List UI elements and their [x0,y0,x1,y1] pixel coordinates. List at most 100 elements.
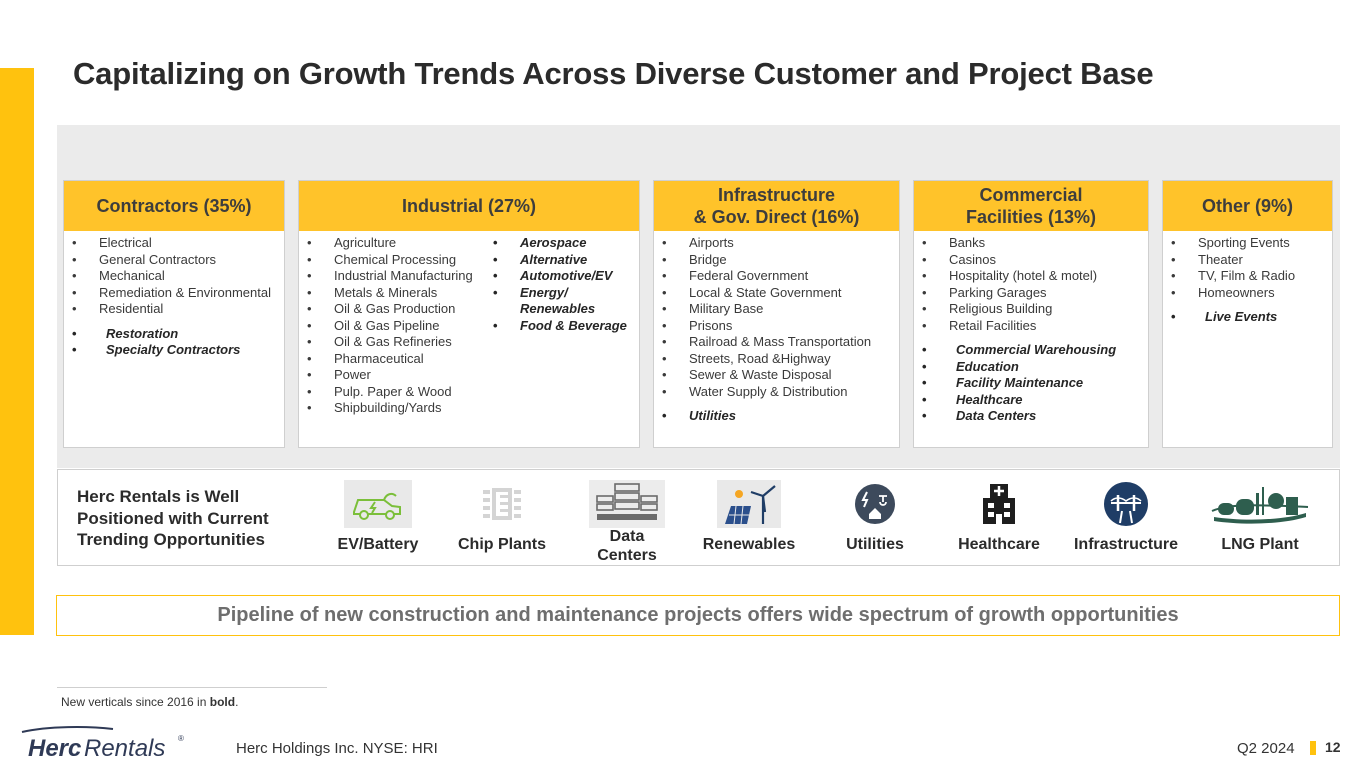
footnote: New verticals since 2016 in bold. [61,695,238,709]
opportunity-label: Renewables [702,536,796,553]
list-item: • Retail Facilities [922,318,1116,335]
bullet-marker: • [922,408,927,423]
bridge-icon [1104,482,1148,526]
opportunity-utilities: Utilities [805,478,945,554]
list-item: • Healthcare [922,392,1116,409]
segment-header: Commercial Facilities (13%) [914,181,1148,231]
list-item: • Theater [1171,252,1295,269]
list-item: • Education [922,359,1116,376]
list-item: • Religious Building [922,301,1116,318]
segment-header-line: Commercial [979,185,1083,205]
list-item-text: Energy/ Renewables [520,284,596,317]
bullet-marker: • [493,268,498,283]
bullet-marker: • [662,350,667,366]
bullet-marker: • [307,251,312,267]
list-item: • Alternative [493,252,633,269]
list-item: • TV, Film & Radio [1171,268,1295,285]
list-item-text: Hospitality (hotel & motel) [949,268,1098,283]
list-item-text: Federal Government [689,268,809,283]
list-item-text: Commercial Warehousing [956,342,1117,357]
bullet-marker: • [662,367,667,382]
list-item-text: Sewer & Waste Disposal [689,367,832,382]
opportunity-label: EV/Battery [337,536,419,553]
list-item: • Oil & Gas Refineries [307,334,493,351]
opportunity-lng-plant: LNG Plant [1190,478,1330,554]
bullet-marker: • [493,284,498,300]
segment-header-line: & Gov. Direct (16%) [693,207,860,227]
list-item-text: Water Supply & Distribution [689,383,848,399]
segment-list: • Airports • Bridge • Federal Government • Loca… [662,235,871,400]
bullet-marker: • [922,235,927,250]
list-item: • Live Events [1171,309,1295,326]
bullet-marker: • [662,301,667,316]
list-item: • Food & Beverage [493,318,633,335]
list-item-text: Streets, Road &Highway [689,350,831,366]
server-icon [589,480,665,528]
list-item-text: Electrical [99,235,152,250]
list-item-text: Chemical Processing [334,251,457,267]
list-item: • Commercial Warehousing [922,342,1116,359]
segment-list: • Electrical • General Contractors • Mechanic… [72,235,271,318]
list-item-text: Oil & Gas Production [334,301,456,316]
segment-header: Contractors (35%) [64,181,284,231]
bullet-marker: • [307,235,312,250]
bullet-marker: • [662,268,667,283]
list-item: • Casinos [922,252,1116,269]
bullet-marker: • [493,317,498,333]
list-item-text: Theater [1198,251,1243,267]
new-verticals-list: • Commercial Warehousing • Education • Facili… [922,342,1116,425]
footnote-divider [57,687,327,688]
list-item-text: Healthcare [956,391,1023,407]
bullet-marker: • [307,367,312,382]
segment-header-line: Infrastructure [717,185,836,205]
bullet-marker: • [662,408,667,423]
opportunity-healthcare: Healthcare [929,478,1069,554]
list-item: • Military Base [662,301,871,318]
bullet-marker: • [922,317,927,333]
footnote-bold: bold [209,695,236,709]
bullet-marker: • [72,301,77,316]
list-item: • Airports [662,235,871,252]
bullet-marker: • [662,251,667,267]
opportunity-data-centers: Data Centers [557,478,697,565]
footnote-end: . [235,695,239,709]
list-item: • Chemical Processing [307,252,493,269]
list-item: • Facility Maintenance [922,375,1116,392]
opportunity-ev-battery: EV/Battery [308,478,448,554]
list-item: • Metals & Minerals [307,285,493,302]
list-item: • Water Supply & Distribution [662,384,871,401]
ev-battery-icon [344,480,412,528]
bullet-marker: • [307,334,312,349]
new-verticals-list: • Utilities [662,408,871,425]
list-item-text: Military Base [689,301,764,316]
list-item-text: Shipbuilding/Yards [334,400,442,415]
bullet-marker: • [72,268,77,283]
list-item: • General Contractors [72,252,271,269]
segment-header: Industrial (27%) [299,181,639,231]
bullet-marker: • [922,375,927,390]
segment-list: • Banks • Casinos • Hospitality (hotel & mote… [922,235,1116,334]
bullet-marker: • [307,284,312,300]
list-item-text: Local & State Government [689,284,842,300]
bullet-marker: • [922,268,927,283]
list-item: • Sporting Events [1171,235,1295,252]
segment-commercial: Commercial Facilities (13%) • Banks • Casin… [913,180,1149,448]
bullet-marker: • [1171,309,1176,324]
list-item: • Electrical [72,235,271,252]
list-item-text: Oil & Gas Pipeline [334,317,440,333]
segment-header: Infrastructure & Gov. Direct (16%) [654,181,899,231]
list-item-text: Live Events [1205,309,1278,324]
list-item-text: Alternative [520,251,588,267]
bullet-marker: • [307,350,312,366]
list-item-text: Bridge [689,251,727,267]
chip-icon [483,488,521,520]
list-item: • Pulp. Paper & Wood [307,384,493,401]
opportunities-title: Herc Rentals is Well Positioned with Cur… [77,487,269,549]
list-item-text: Restoration [106,325,179,341]
list-item-text: Remediation & Environmental [99,284,271,300]
list-item: • Power [307,367,493,384]
segment-list: • Agriculture • Chemical Processing • Industr… [307,235,493,417]
list-item: • Homeowners [1171,285,1295,302]
bullet-marker: • [1171,235,1176,250]
segment-header-line: Facilities (13%) [965,207,1097,227]
